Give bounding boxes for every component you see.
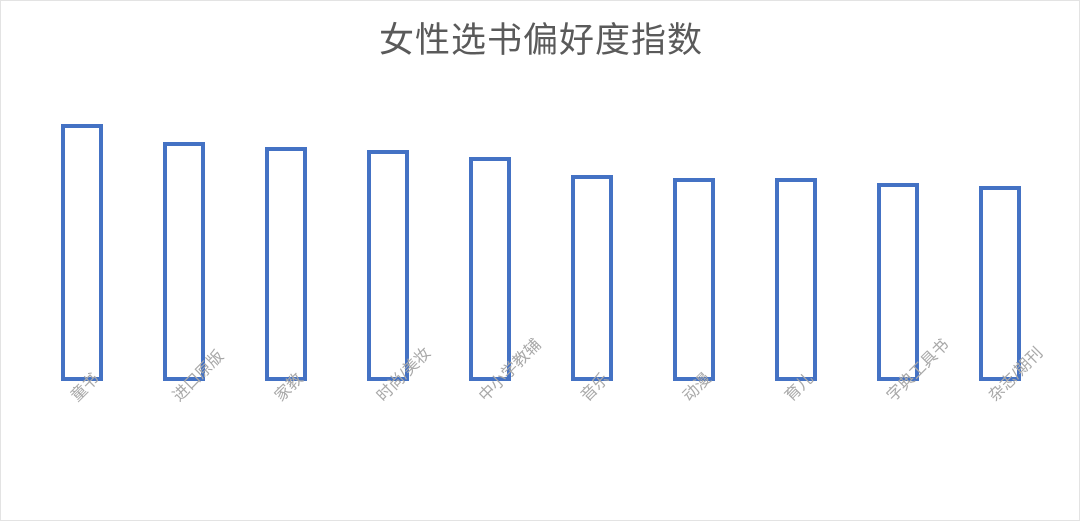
- bar: [61, 124, 103, 381]
- bar: [673, 177, 715, 381]
- bar: [469, 157, 511, 381]
- bar: [979, 185, 1021, 381]
- bar: [367, 149, 409, 381]
- chart-title: 女性选书偏好度指数: [378, 21, 703, 60]
- bar: [163, 141, 205, 381]
- bar: [571, 175, 613, 381]
- bar: [265, 147, 307, 381]
- bar: [775, 177, 817, 381]
- bar: [877, 183, 919, 381]
